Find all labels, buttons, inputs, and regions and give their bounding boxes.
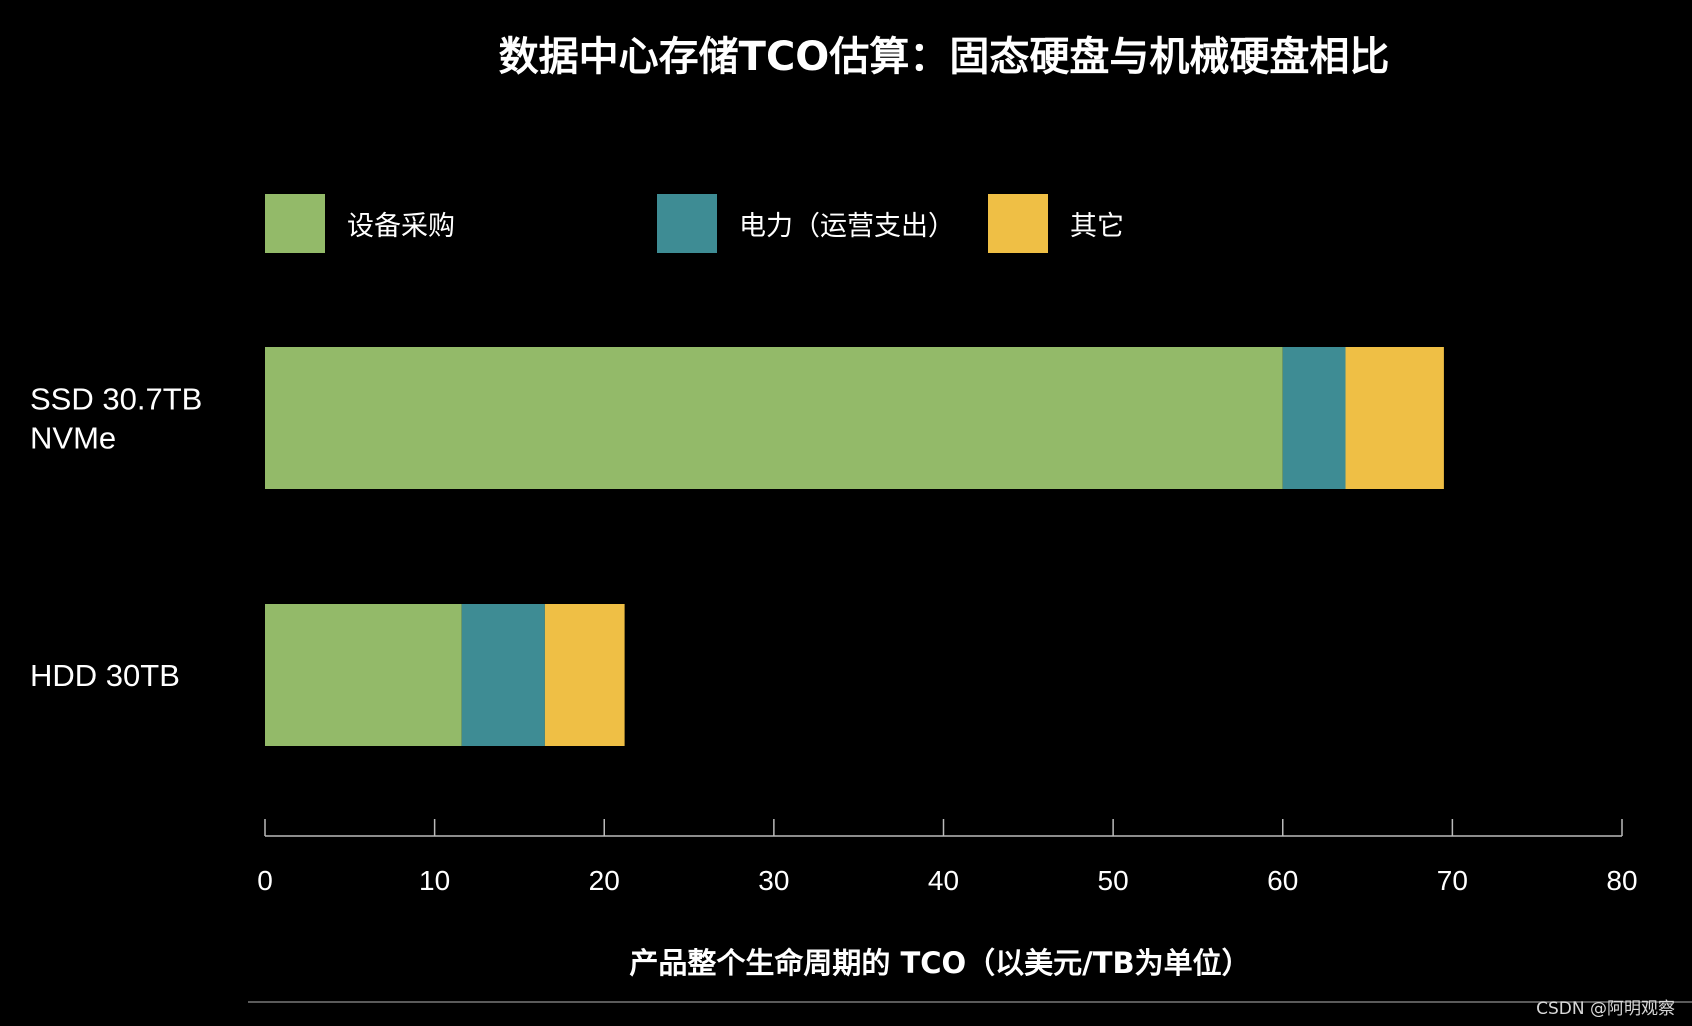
x-tick-label: 50 xyxy=(1098,865,1129,896)
x-tick-label: 80 xyxy=(1606,865,1637,896)
x-tick-label: 60 xyxy=(1267,865,1298,896)
legend-swatch xyxy=(657,194,717,253)
x-tick-label: 0 xyxy=(257,865,273,896)
bar-segment xyxy=(461,604,545,746)
watermark: CSDN @阿明观察 xyxy=(1536,999,1675,1019)
legend: 设备采购 电力（运营支出） 其它 xyxy=(265,194,1124,253)
bar-segment xyxy=(265,347,1283,489)
category-label: HDD 30TB xyxy=(30,658,180,693)
legend-swatch xyxy=(265,194,325,253)
x-tick-label: 70 xyxy=(1437,865,1468,896)
bar-segment xyxy=(1282,347,1346,489)
x-axis-title: 产品整个生命周期的 TCO（以美元/TB为单位） xyxy=(629,946,1250,980)
legend-label: 其它 xyxy=(1070,211,1124,242)
chart-title: 数据中心存储TCO估算：固态硬盘与机械硬盘相比 xyxy=(499,34,1390,80)
category-label: NVMe xyxy=(30,421,116,456)
legend-label: 电力（运营支出） xyxy=(739,211,955,242)
x-tick-label: 30 xyxy=(758,865,789,896)
legend-item: 其它 xyxy=(988,194,1124,253)
x-tick-label: 10 xyxy=(419,865,450,896)
bar-segment xyxy=(265,604,462,746)
bars xyxy=(265,347,1444,746)
bar-segment xyxy=(1345,347,1444,489)
x-tick-label: 40 xyxy=(928,865,959,896)
legend-item: 设备采购 xyxy=(265,194,455,253)
legend-swatch xyxy=(988,194,1048,253)
bar-segment xyxy=(544,604,625,746)
category-label: SSD 30.7TB xyxy=(30,382,202,417)
category-labels: SSD 30.7TB NVMe HDD 30TB xyxy=(30,382,202,694)
legend-label: 设备采购 xyxy=(347,211,455,242)
legend-item: 电力（运营支出） xyxy=(657,194,955,253)
x-tick-label: 20 xyxy=(589,865,620,896)
x-axis: 0 10 20 30 40 50 60 70 80 xyxy=(257,819,1638,896)
